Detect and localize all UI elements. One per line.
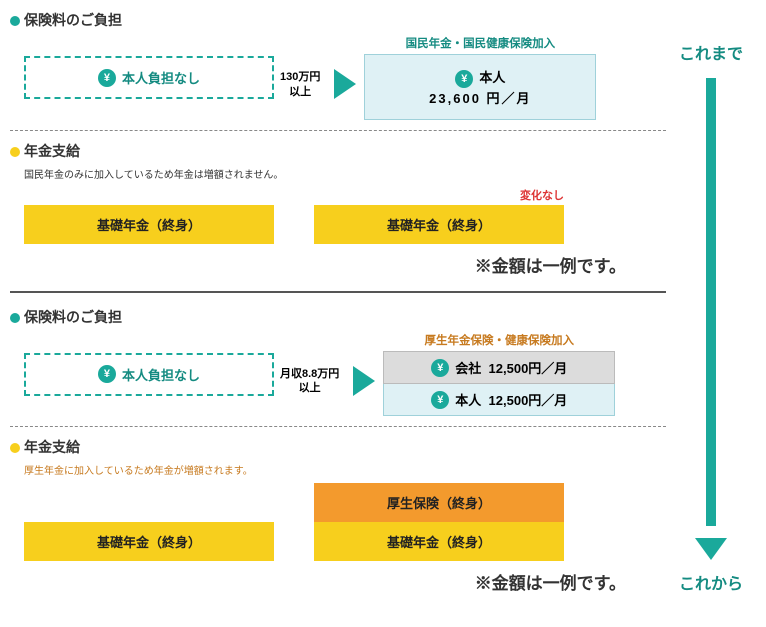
side-arrow-shaft xyxy=(706,78,716,526)
target-company-2: ¥会社 12,500円／月 xyxy=(383,351,615,384)
pension-row-1: 基礎年金（終身） 変化なし 基礎年金（終身） xyxy=(10,187,666,244)
thin-divider xyxy=(10,130,666,131)
arrow-icon xyxy=(353,366,375,396)
target-self-2: ¥本人 12,500円／月 xyxy=(383,384,615,416)
target-wrap-1: 国民年金・国民健康保険加入 ¥本人 23,600 円／月 xyxy=(364,35,596,120)
footnote-2: ※金額は一例です。 xyxy=(10,569,666,594)
no-burden-box-2: ¥本人負担なし xyxy=(24,353,274,396)
target-self-1: ¥本人 23,600 円／月 xyxy=(364,54,596,120)
no-burden-box-1: ¥本人負担なし xyxy=(24,56,274,99)
yen-icon: ¥ xyxy=(98,69,116,87)
pension-title-1: 年金支給 xyxy=(10,141,666,161)
burden-row-1: ¥本人負担なし 130万円 以上 国民年金・国民健康保険加入 ¥本人 23,60… xyxy=(10,35,666,120)
yen-icon: ¥ xyxy=(431,391,449,409)
pension-sub-2: 厚生年金に加入しているため年金が増額されます。 xyxy=(10,462,666,477)
burden-title-2: 保険料のご負担 xyxy=(10,307,666,327)
pension-row-2: 基礎年金（終身） 厚生保険（終身） 基礎年金（終身） xyxy=(10,483,666,561)
side-arrow-head-icon xyxy=(695,538,727,560)
change-label: 変化なし xyxy=(314,187,564,203)
target-wrap-2: 厚生年金保険・健康保険加入 ¥会社 12,500円／月 ¥本人 12,500円／… xyxy=(383,332,615,416)
side-before-label: これまで xyxy=(679,40,743,64)
pension-right-bottom-2: 基礎年金（終身） xyxy=(314,522,564,561)
side-after-label: これから xyxy=(679,570,743,594)
yen-icon: ¥ xyxy=(98,365,116,383)
block-before: 保険料のご負担 ¥本人負担なし 130万円 以上 国民年金・国民健康保険加入 xyxy=(10,10,666,277)
burden-row-2: ¥本人負担なし 月収8.8万円 以上 厚生年金保険・健康保険加入 ¥会社 12,… xyxy=(10,332,666,416)
pension-dot-1 xyxy=(10,147,20,157)
pension-left-2: 基礎年金（終身） xyxy=(24,522,274,561)
threshold-2: 月収8.8万円 以上 xyxy=(280,367,339,396)
threshold-1: 130万円 以上 xyxy=(280,70,320,99)
arrow-icon xyxy=(334,69,356,99)
burden-title-1: 保険料のご負担 xyxy=(10,10,666,30)
pension-left-1: 基礎年金（終身） xyxy=(24,205,274,244)
block-after: 保険料のご負担 ¥本人負担なし 月収8.8万円 以上 厚生年金保険・健康保険加入 xyxy=(10,307,666,594)
footnote-1: ※金額は一例です。 xyxy=(10,252,666,277)
side-column: これまで これから xyxy=(666,10,756,594)
pension-right-top-2: 厚生保険（終身） xyxy=(314,483,564,522)
pension-sub-1: 国民年金のみに加入しているため年金は増額されません。 xyxy=(10,166,666,181)
target-header-2: 厚生年金保険・健康保険加入 xyxy=(383,332,615,351)
thin-divider xyxy=(10,426,666,427)
pension-right-1: 基礎年金（終身） xyxy=(314,205,564,244)
burden-dot-1 xyxy=(10,16,20,26)
diagram-root: 保険料のご負担 ¥本人負担なし 130万円 以上 国民年金・国民健康保険加入 xyxy=(10,10,756,594)
target-header-1: 国民年金・国民健康保険加入 xyxy=(364,35,596,54)
section-divider xyxy=(10,291,666,293)
pension-title-2: 年金支給 xyxy=(10,437,666,457)
main-column: 保険料のご負担 ¥本人負担なし 130万円 以上 国民年金・国民健康保険加入 xyxy=(10,10,666,594)
burden-dot-2 xyxy=(10,313,20,323)
yen-icon: ¥ xyxy=(431,359,449,377)
pension-dot-2 xyxy=(10,443,20,453)
yen-icon: ¥ xyxy=(455,70,473,88)
